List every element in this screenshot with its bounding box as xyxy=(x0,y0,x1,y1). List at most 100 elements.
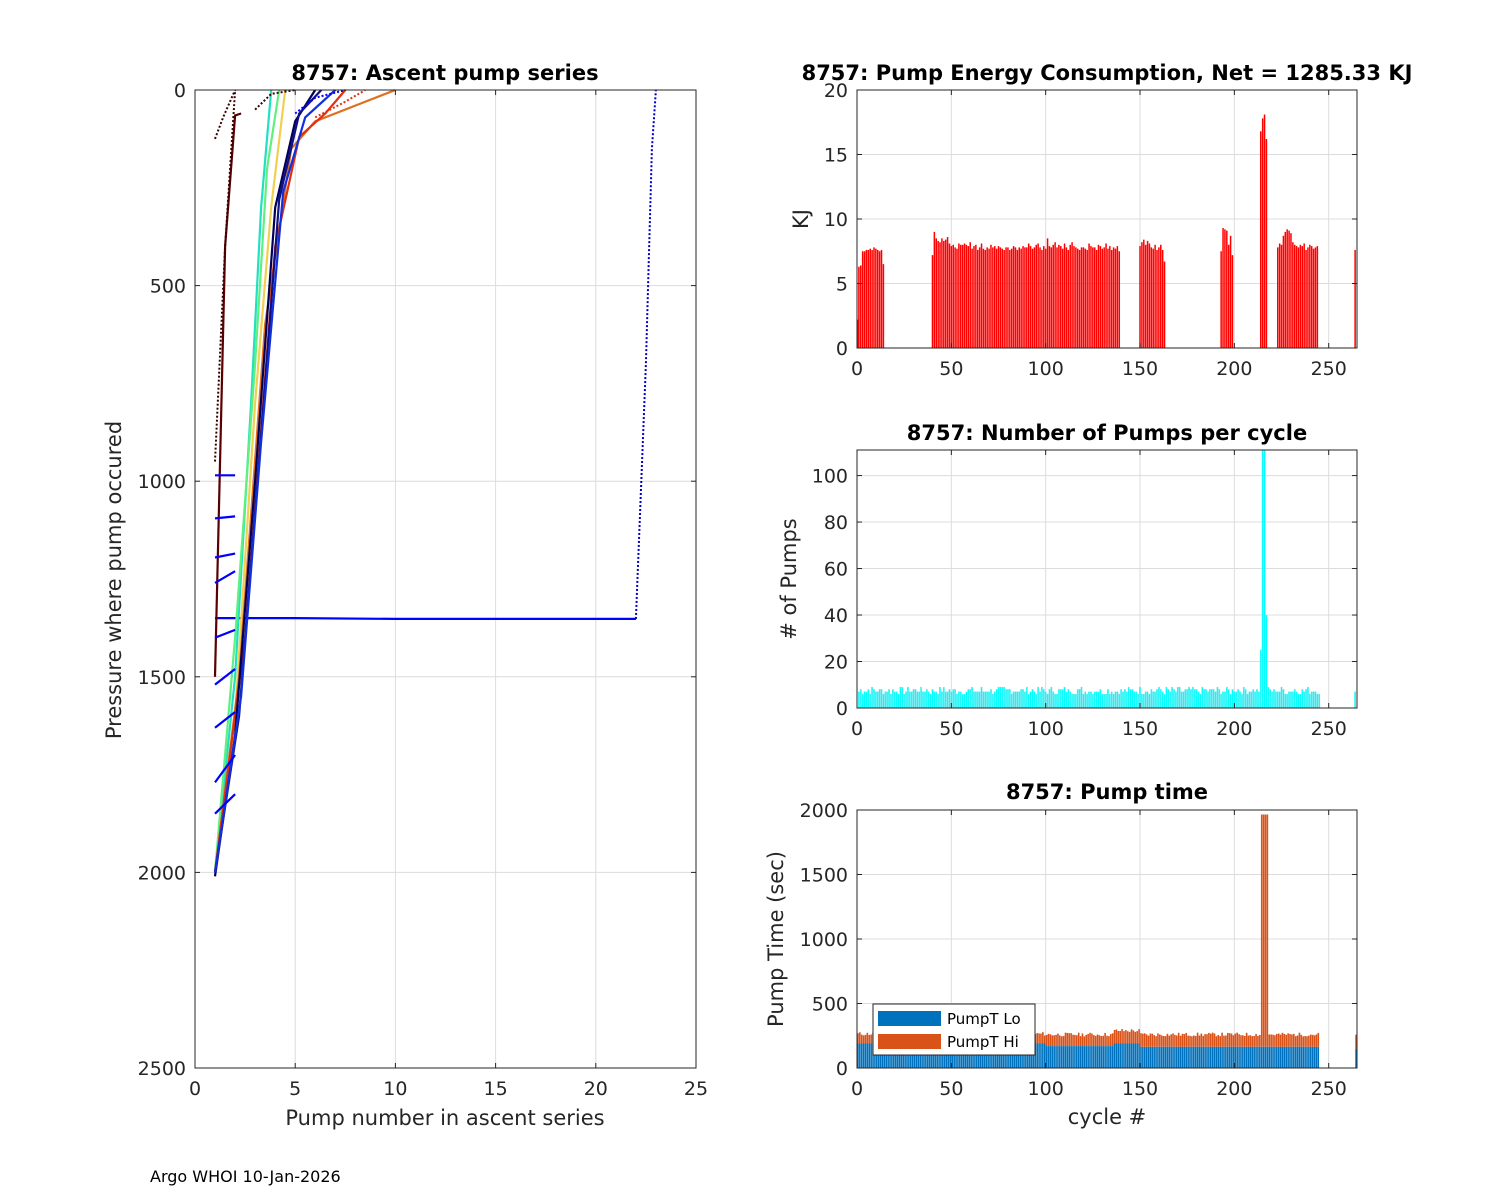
pumps-bar xyxy=(1273,689,1275,709)
pumptime-hi-bar xyxy=(1153,1035,1155,1047)
ascent-series-line xyxy=(214,711,236,729)
pumptime-lo-bar xyxy=(1008,1043,1010,1068)
pumptime-lo-bar xyxy=(1243,1046,1246,1068)
energy-bar xyxy=(1103,247,1105,348)
pumps-bar xyxy=(993,691,996,709)
pumptime-lo-bar xyxy=(1247,1046,1250,1068)
pumptime-hi-bar xyxy=(1125,1030,1127,1044)
pumptime-lo-bar xyxy=(1043,1043,1046,1068)
pumptime-hi-bar xyxy=(1308,1035,1310,1047)
pumps-x-tick-label: 0 xyxy=(851,718,863,740)
pumps-bar xyxy=(1237,689,1239,709)
pumps-bar xyxy=(1050,686,1053,709)
pumps-bar xyxy=(999,686,1002,709)
pumptime-hi-bar xyxy=(1098,1035,1101,1047)
pumps-bar xyxy=(1082,693,1085,709)
pumps-bar xyxy=(933,691,936,709)
pumptime-lo-bar xyxy=(881,1043,884,1068)
pumptime-hi-bar xyxy=(1140,1033,1142,1047)
pumptime-lo-bar xyxy=(1068,1046,1071,1068)
pumptime-hi-bar xyxy=(1066,1032,1069,1047)
energy-bar xyxy=(1109,246,1111,348)
energy-bar xyxy=(1263,114,1266,348)
energy-x-tick-label: 0 xyxy=(851,358,863,380)
pumps-bar xyxy=(1095,691,1098,709)
pumptime-lo-bar xyxy=(947,1043,950,1068)
energy-bar xyxy=(1020,248,1022,348)
pumps-bar xyxy=(1280,686,1283,709)
pumptime-lo-bar xyxy=(1209,1046,1212,1068)
energy-bar xyxy=(1097,244,1100,348)
pumps-bar xyxy=(871,686,873,709)
pumps-bar xyxy=(861,693,864,709)
pumptime-lo-bar xyxy=(919,1043,922,1068)
energy-bar xyxy=(877,249,879,348)
pumptime-hi-bar xyxy=(1209,1033,1212,1047)
pumptime-hi-bar xyxy=(1277,1033,1280,1047)
pumps-bar xyxy=(1107,689,1109,709)
pumps-bar xyxy=(1231,689,1234,709)
pumptime-lo-bar xyxy=(1170,1046,1172,1068)
pumps-bar xyxy=(891,689,894,709)
pumps-bar xyxy=(1071,693,1073,709)
pumptime-lo-bar xyxy=(1070,1046,1072,1068)
energy-bar xyxy=(1031,248,1034,348)
pumps-bar xyxy=(1063,686,1066,709)
pumps-bar xyxy=(865,691,868,709)
ascent-x-tick-label: 5 xyxy=(289,1078,301,1100)
pumps-bar xyxy=(1154,691,1156,709)
pumps-y-tick-label: 100 xyxy=(812,466,848,488)
pumptime-lo-bar xyxy=(1006,1043,1008,1068)
pumptime-lo-bar xyxy=(1023,1043,1025,1068)
pumptime-lo-bar xyxy=(1143,1046,1146,1068)
pumps-bar xyxy=(1303,691,1306,709)
pumptime-hi-bar xyxy=(1181,1033,1184,1047)
pumps-bar xyxy=(1208,689,1211,709)
energy-bar xyxy=(1314,247,1317,348)
ascent-plot-frame xyxy=(194,89,697,1069)
ascent-series-line xyxy=(214,793,236,815)
pumptime-lo-bar xyxy=(1015,1043,1018,1068)
pumps-bar xyxy=(893,691,896,709)
pumps-bar xyxy=(1291,691,1294,709)
pumps-bar xyxy=(1165,686,1168,709)
energy-bar xyxy=(999,247,1002,348)
pumptime-hi-bar xyxy=(1136,1031,1138,1044)
pumps-bar xyxy=(982,691,985,709)
pumps-bar xyxy=(1008,689,1011,709)
pumptime-lo-bar xyxy=(1047,1046,1050,1068)
pumptime-lo-bar xyxy=(983,1043,986,1068)
pumps-bar xyxy=(1097,691,1100,709)
pumptime-lo-bar xyxy=(1185,1046,1188,1068)
pumptime-lo-bar xyxy=(938,1043,940,1068)
pumps-bar xyxy=(1318,693,1321,709)
pumptime-hi-bar xyxy=(1300,1034,1303,1047)
pumptime-lo-bar xyxy=(1232,1046,1235,1068)
pumptime-lo-bar xyxy=(1011,1043,1014,1068)
pumps-bar xyxy=(884,691,887,709)
pumptime-lo-bar xyxy=(989,1043,991,1068)
pumps-bar xyxy=(1088,691,1090,709)
energy-bar xyxy=(1027,243,1030,348)
ascent-chart-title: 8757: Ascent pump series xyxy=(291,61,598,85)
pumps-bar xyxy=(1178,686,1181,709)
pumps-bar xyxy=(873,689,875,709)
pumptime-lo-bar xyxy=(1198,1046,1201,1068)
pumps-bar xyxy=(1016,691,1019,709)
pumps-bar xyxy=(1127,686,1130,709)
pumptime-hi-bar xyxy=(1132,1030,1135,1044)
pumptime-lo-bar xyxy=(977,1043,980,1068)
energy-y-tick-label: 0 xyxy=(836,338,848,360)
pumptime-hi-bar xyxy=(862,1035,865,1044)
pumptime-lo-bar xyxy=(1223,1046,1225,1068)
pumptime-lo-bar xyxy=(951,1043,954,1068)
pumps-bar xyxy=(1037,686,1039,709)
pumptime-hi-bar xyxy=(1036,1033,1038,1044)
ascent-series-line xyxy=(634,89,657,619)
energy-bar xyxy=(1227,244,1230,348)
pumps-bar xyxy=(1241,693,1243,709)
pumptime-lo-bar xyxy=(943,1043,946,1068)
pumptime-x-tick-label: 250 xyxy=(1311,1078,1347,1100)
energy-bar xyxy=(1075,247,1077,348)
pumptime-hi-bar xyxy=(1285,1034,1288,1047)
